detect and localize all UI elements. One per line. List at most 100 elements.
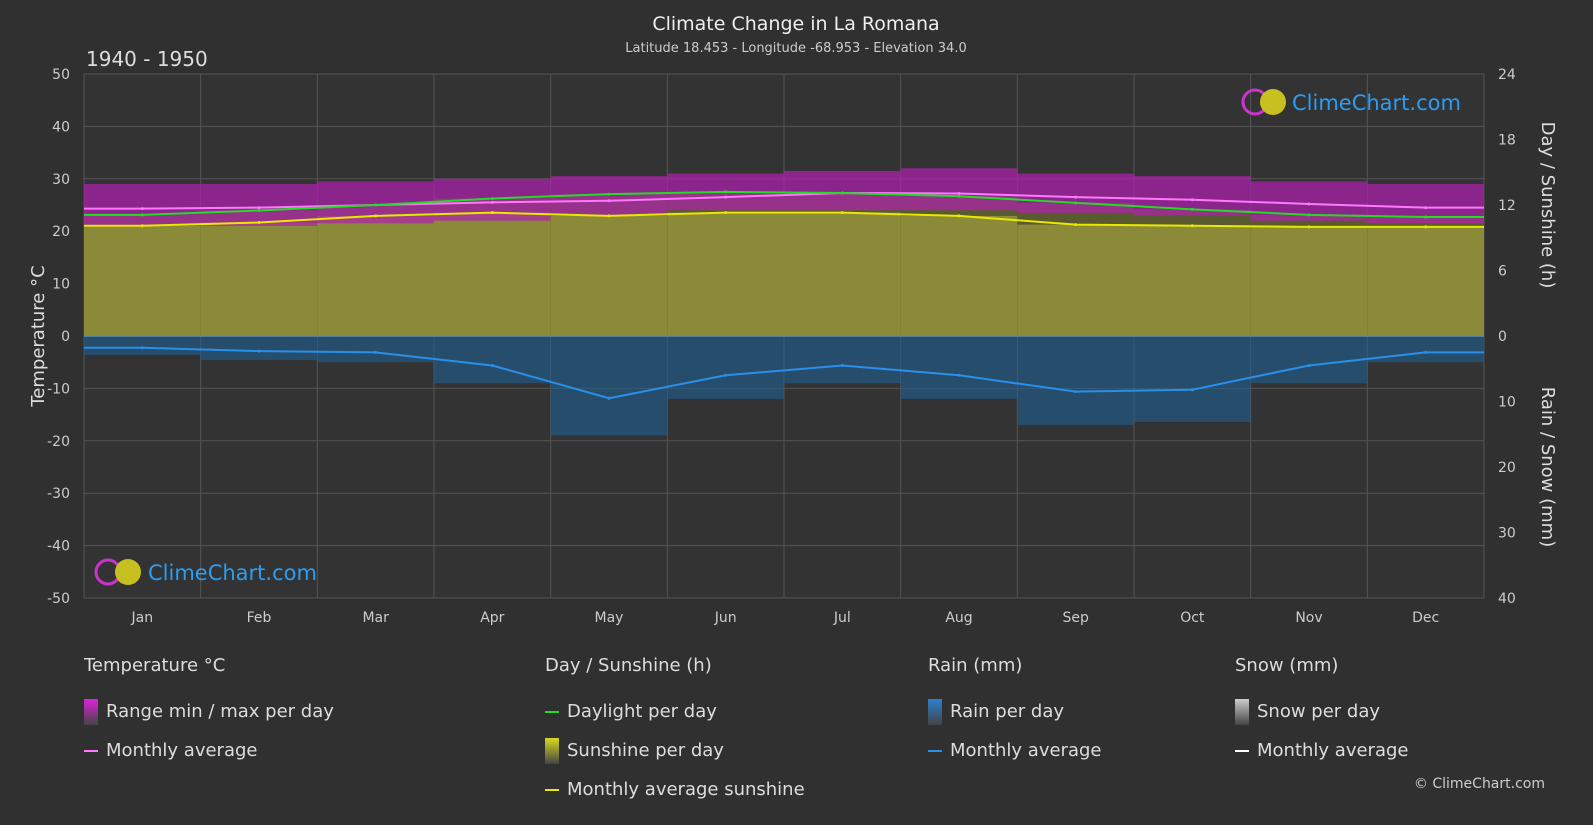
legend-group: Day / Sunshine (h) Daylight per day Sunshi…	[545, 655, 805, 809]
series-point-2	[490, 211, 494, 215]
rain-bar	[784, 336, 901, 384]
legend-label: Snow per day	[1257, 701, 1381, 722]
right-top-tick-label: 12	[1498, 198, 1516, 214]
month-label: Dec	[1412, 610, 1439, 626]
right-bottom-tick-label: 30	[1498, 526, 1516, 542]
legend-label: Monthly average sunshine	[567, 779, 805, 800]
rain-bar	[200, 336, 318, 361]
legend-item[interactable]: Snow per day	[1235, 692, 1408, 731]
series-point-3	[1424, 350, 1428, 354]
series-point-0	[1190, 198, 1194, 202]
rain-bar	[667, 336, 784, 399]
month-label: Feb	[247, 610, 272, 626]
rain-bar	[1250, 336, 1368, 384]
series-point-0	[490, 200, 494, 204]
series-point-2	[1074, 223, 1078, 227]
series-point-2	[374, 214, 378, 218]
rain-bar	[1134, 336, 1251, 422]
right-top-tick-label: 0	[1498, 329, 1507, 345]
temp-range-bar	[784, 170, 901, 211]
series-point-1	[1074, 201, 1078, 205]
series-point-1	[257, 208, 261, 212]
series-point-1	[1307, 213, 1311, 217]
series-point-2	[140, 224, 144, 228]
left-axis-label: Temperature °C	[28, 265, 49, 407]
sunshine-bar	[200, 222, 318, 336]
left-tick-label: -10	[47, 381, 70, 397]
legend-label: Daylight per day	[567, 701, 717, 722]
legend-label: Sunshine per day	[567, 740, 724, 761]
series-point-1	[140, 213, 144, 217]
legend-swatch-icon	[545, 710, 559, 713]
left-tick-label: 10	[52, 277, 70, 293]
rain-bar	[84, 336, 201, 355]
right-bottom-tick-label: 10	[1498, 395, 1516, 411]
month-label: Sep	[1062, 610, 1089, 626]
series-point-1	[607, 192, 611, 196]
logo-sun-icon	[1260, 89, 1286, 115]
series-point-3	[490, 363, 494, 367]
series-point-2	[724, 211, 728, 215]
left-tick-label: 50	[52, 67, 70, 83]
series-point-3	[840, 363, 844, 367]
logo-bottom[interactable]: ClimeChart.com	[94, 558, 317, 586]
legend-title: Temperature °C	[84, 655, 226, 676]
month-label: Mar	[362, 610, 389, 626]
legend-item[interactable]: Monthly average	[84, 731, 334, 770]
logo-sun-icon	[115, 559, 141, 585]
month-label: Nov	[1295, 610, 1322, 626]
temp-range-bar	[1017, 173, 1134, 213]
rain-bar	[434, 336, 551, 384]
series-point-2	[840, 211, 844, 215]
left-tick-label: 0	[61, 329, 70, 345]
series-line-1	[84, 190, 1484, 219]
series-point-3	[607, 396, 611, 400]
left-tick-label: -20	[47, 434, 70, 450]
series-point-2	[1307, 225, 1311, 229]
legend-label: Monthly average	[1257, 740, 1409, 761]
series-point-0	[957, 191, 961, 195]
right-top-axis-label: Day / Sunshine (h)	[1537, 122, 1558, 289]
sunshine-bar	[550, 215, 668, 336]
legend-swatch-icon	[1235, 698, 1249, 725]
sunshine-bar	[434, 212, 551, 336]
series-point-0	[607, 199, 611, 203]
legend-label: Monthly average	[106, 740, 258, 761]
legend-group: Snow (mm) Snow per day Monthly average	[1235, 655, 1408, 770]
legend-swatch-icon	[1235, 749, 1249, 752]
month-label: Apr	[480, 610, 504, 626]
legend-label: Monthly average	[950, 740, 1102, 761]
logo-top[interactable]: ClimeChart.com	[1241, 88, 1461, 116]
month-label: Oct	[1180, 610, 1205, 626]
chart-subtitle: Latitude 18.453 - Longitude -68.953 - El…	[625, 41, 966, 56]
series-point-1	[1424, 215, 1428, 219]
rain-bar	[1017, 336, 1134, 426]
series-point-3	[724, 373, 728, 377]
right-bottom-tick-label: 40	[1498, 591, 1516, 607]
month-label: Jan	[131, 610, 154, 626]
legend-item[interactable]: Monthly average	[928, 731, 1101, 770]
series-point-2	[1190, 224, 1194, 228]
copyright[interactable]: © ClimeChart.com	[1413, 776, 1545, 792]
left-tick-label: -40	[47, 539, 70, 555]
series-point-2	[1424, 225, 1428, 229]
series-point-1	[724, 190, 728, 194]
climate-chart: Climate Change in La Romana Latitude 18.…	[28, 13, 1558, 626]
legend-title: Rain (mm)	[928, 655, 1023, 676]
series-point-3	[257, 349, 261, 353]
right-top-tick-label: 18	[1498, 132, 1516, 148]
legend-label: Range min / max per day	[106, 701, 334, 722]
sunshine-bar	[317, 215, 434, 336]
series-point-3	[1074, 390, 1078, 394]
legend-item[interactable]: Rain per day	[928, 692, 1101, 731]
left-tick-label: 30	[52, 172, 70, 188]
series-point-2	[607, 214, 611, 218]
legend-item[interactable]: Monthly average sunshine	[545, 770, 805, 809]
legend-item[interactable]: Daylight per day	[545, 692, 805, 731]
legend-item[interactable]: Sunshine per day	[545, 731, 805, 770]
sunshine-bar	[1250, 226, 1368, 336]
series-line-2	[84, 211, 1484, 228]
sunshine-bar	[1134, 225, 1251, 336]
legend-item[interactable]: Monthly average	[1235, 731, 1408, 770]
legend-item[interactable]: Range min / max per day	[84, 692, 334, 731]
